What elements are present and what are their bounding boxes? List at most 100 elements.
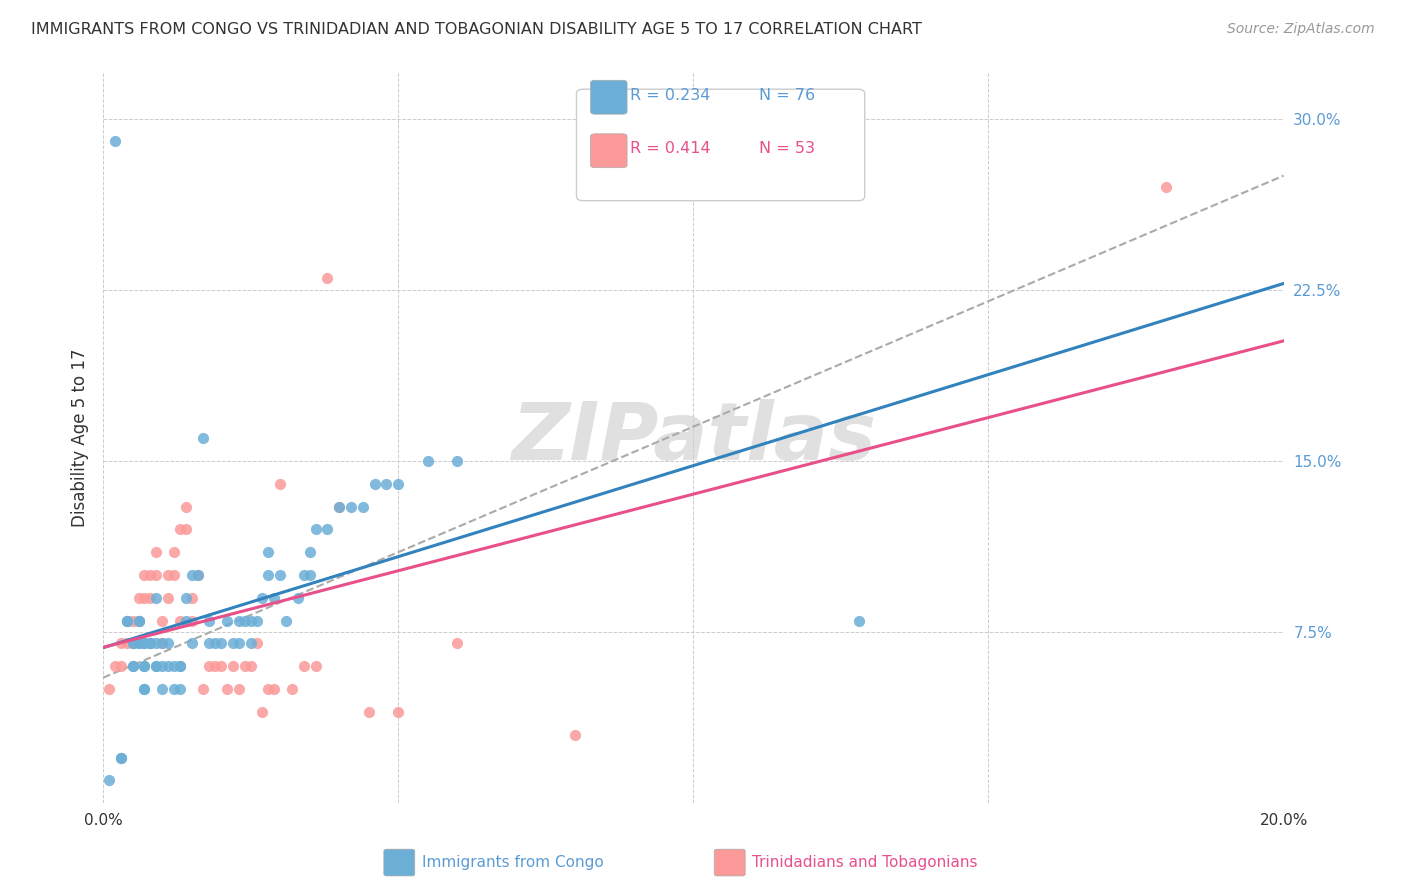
Point [180,568,202,582]
Point [134,682,156,697]
Point [340,500,363,514]
Point [145,659,167,673]
Point [128,591,150,605]
Point [281,682,304,697]
Point [128,614,150,628]
Point [134,659,156,673]
Point [169,614,191,628]
Text: N = 53: N = 53 [759,142,815,156]
Text: ZIPatlas: ZIPatlas [510,399,876,477]
Point [174,614,197,628]
Point [145,659,167,673]
Point [387,705,409,719]
Point [239,636,262,650]
Point [257,682,280,697]
Point [157,636,180,650]
Point [115,614,138,628]
Point [174,500,197,514]
Point [357,705,380,719]
Point [174,522,197,536]
Point [352,500,374,514]
Point [134,636,156,650]
Point [198,659,221,673]
Point [239,659,262,673]
Point [174,591,197,605]
Point [169,522,191,536]
Point [193,682,215,697]
Point [104,659,127,673]
Point [145,568,167,582]
Point [150,636,173,650]
Point [446,636,468,650]
Point [187,568,209,582]
Text: N = 76: N = 76 [759,88,815,103]
Point [252,591,274,605]
Point [145,591,167,605]
Point [110,659,132,673]
Point [228,614,250,628]
Point [245,636,267,650]
Point [180,614,202,628]
Point [187,568,209,582]
Point [292,568,315,582]
Point [134,636,156,650]
Point [180,636,202,650]
Point [198,636,221,650]
Point [848,614,870,628]
Point [163,545,186,559]
Point [222,659,245,673]
Point [204,636,226,650]
Point [139,636,162,650]
Point [139,636,162,650]
Point [375,476,398,491]
Point [121,636,143,650]
Point [269,476,291,491]
Point [193,431,215,445]
Point [121,636,143,650]
Point [274,614,297,628]
Point [110,750,132,764]
Point [139,591,162,605]
Point [121,614,143,628]
Point [1154,180,1177,194]
Text: Immigrants from Congo: Immigrants from Congo [422,855,603,870]
Point [169,659,191,673]
Point [233,614,256,628]
Point [564,728,586,742]
Point [98,773,121,788]
Point [233,659,256,673]
Point [416,454,439,468]
Point [163,659,186,673]
Point [228,682,250,697]
Point [157,568,180,582]
Point [169,682,191,697]
Point [157,659,180,673]
Point [217,614,239,628]
Text: R = 0.234: R = 0.234 [630,88,710,103]
Point [204,659,226,673]
Point [150,636,173,650]
Point [145,636,167,650]
Text: Source: ZipAtlas.com: Source: ZipAtlas.com [1227,22,1375,37]
Point [134,591,156,605]
Point [217,682,239,697]
Point [115,636,138,650]
Point [316,271,339,285]
Point [139,636,162,650]
Point [363,476,385,491]
Point [163,682,186,697]
Point [139,568,162,582]
Point [292,659,315,673]
Point [115,614,138,628]
Point [157,591,180,605]
Point [263,591,285,605]
Point [115,614,138,628]
Point [269,568,291,582]
Point [328,500,350,514]
Point [257,568,280,582]
Point [257,545,280,559]
Point [239,614,262,628]
Point [446,454,468,468]
Point [245,614,267,628]
Point [121,659,143,673]
